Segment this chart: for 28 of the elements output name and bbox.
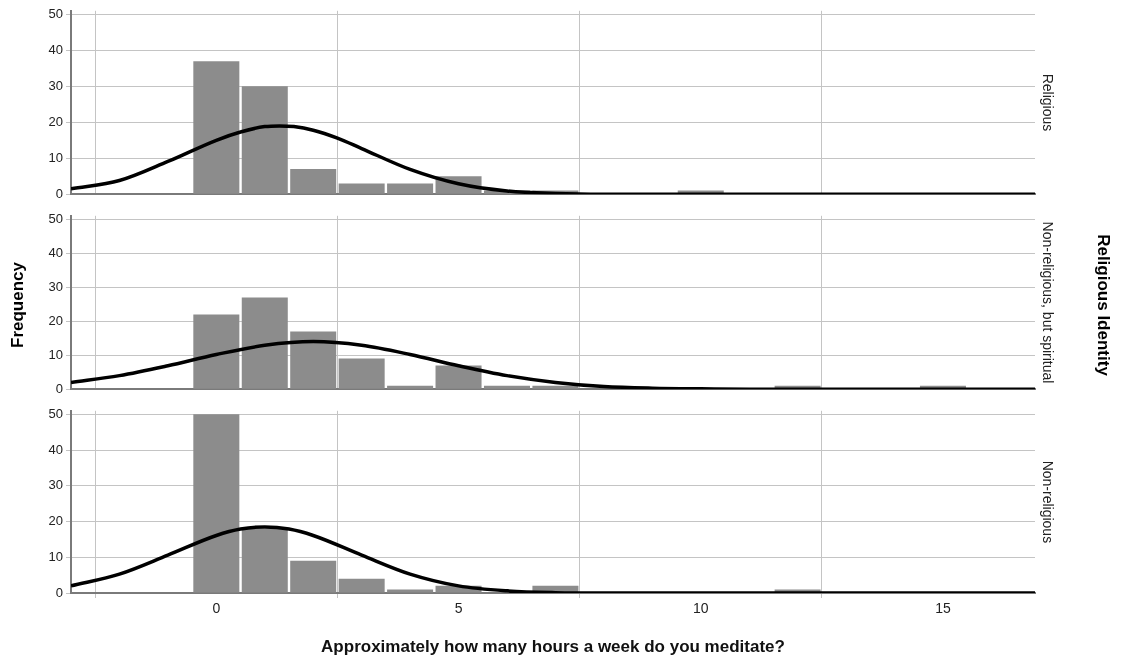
text: Non-religious: [1040, 460, 1057, 544]
y-tick-label: 10: [48, 548, 63, 564]
y-tick-label: 40: [48, 441, 63, 457]
y-tick-label: 10: [48, 346, 63, 362]
y2-axis-title: Religious Identity: [1092, 234, 1113, 376]
y-tick-label: 30: [48, 477, 63, 493]
y-tick-label: 40: [48, 41, 63, 57]
y-tick-label: 50: [48, 210, 63, 226]
y-tick-label: 30: [48, 278, 63, 294]
y-tick-label: 20: [48, 113, 63, 129]
y-tick-label: 50: [48, 5, 63, 21]
y-tick-label: 0: [55, 380, 63, 396]
y-axis-title: Frequency: [7, 262, 28, 348]
x-axis-title: Approximately how many hours a week do you meditate?: [321, 637, 785, 657]
y-tick-label: 0: [55, 584, 63, 600]
text: Religious: [1040, 73, 1057, 132]
x-tick-label: 5: [454, 600, 463, 617]
y-tick-label: 50: [48, 405, 63, 421]
y-tick-label: 40: [48, 244, 63, 260]
text: Non-religious, but spiritual: [1040, 221, 1057, 384]
x-tick-label: 15: [935, 600, 951, 617]
y-tick-label: 0: [55, 185, 63, 201]
x-tick-label: 0: [212, 600, 221, 617]
y-tick-label: 20: [48, 513, 63, 529]
x-tick-label: 10: [692, 600, 709, 617]
y-tick-label: 10: [48, 149, 63, 165]
y-tick-label: 30: [48, 77, 63, 93]
y-tick-label: 20: [48, 312, 63, 328]
